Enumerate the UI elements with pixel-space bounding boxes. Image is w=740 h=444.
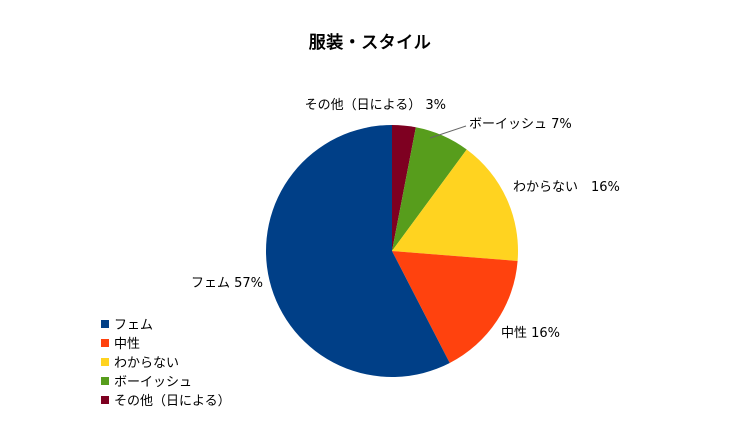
legend-swatch: [101, 376, 109, 385]
legend-swatch: [101, 338, 109, 347]
legend-label: フェム: [114, 318, 154, 333]
slice-3: [392, 127, 467, 251]
legend-swatch: [101, 395, 109, 404]
leader-lines: [429, 125, 467, 139]
legend-item: その他（日による）: [101, 390, 231, 409]
data-label-4: その他（日による） 3%: [305, 98, 446, 113]
legend-label: その他（日による）: [114, 394, 231, 409]
legend-label: 中性: [114, 337, 141, 352]
data-labels: その他（日による） 3% ボーイッシュ 7% わからない 16% 中性 16% フェム …: [191, 98, 620, 341]
chart-title: 服装・スタイル: [308, 33, 432, 53]
slice-4: [392, 125, 416, 251]
slice-1: [392, 251, 518, 363]
legend: フェム中性わからないボーイッシュその他（日による）: [101, 314, 231, 409]
legend-item: ボーイッシュ: [101, 371, 231, 390]
leader-line-3: [429, 125, 467, 139]
data-label-2: わからない 16%: [513, 180, 620, 195]
legend-swatch: [101, 319, 109, 328]
legend-item: わからない: [101, 352, 231, 371]
pie-slices: [265, 125, 518, 377]
legend-item: フェム: [101, 314, 231, 333]
data-label-0: フェム 57%: [191, 276, 263, 291]
data-label-3: ボーイッシュ 7%: [469, 117, 572, 132]
legend-label: わからない: [114, 356, 180, 371]
legend-label: ボーイッシュ: [114, 375, 193, 390]
data-label-1: 中性 16%: [501, 326, 560, 341]
slice-2: [392, 149, 518, 261]
legend-swatch: [101, 357, 109, 366]
slice-0: [265, 125, 450, 377]
legend-item: 中性: [101, 333, 231, 352]
